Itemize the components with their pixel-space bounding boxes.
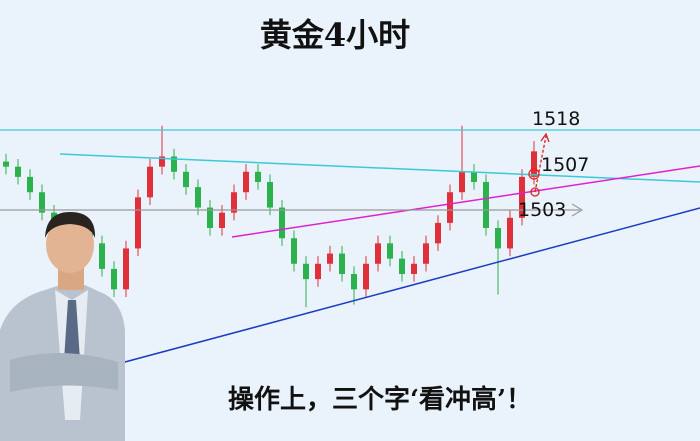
candle-body <box>363 263 369 290</box>
target-arrow <box>534 135 547 193</box>
candle-body <box>459 171 465 193</box>
candle-body <box>483 182 489 228</box>
candle-body <box>447 192 453 223</box>
level-label: 1518 <box>532 108 580 130</box>
arrow-head <box>540 132 550 143</box>
candle-body <box>219 212 225 228</box>
support-line <box>109 207 700 367</box>
level-label: 1507 <box>541 154 589 176</box>
candle-body <box>231 192 237 213</box>
candle-body <box>423 243 429 264</box>
candle-body <box>471 171 477 182</box>
candle-body <box>267 182 273 208</box>
candle-body <box>123 248 129 290</box>
marker <box>530 187 540 197</box>
candle-body <box>339 253 345 274</box>
candle-body <box>291 238 297 264</box>
trend-line <box>231 165 700 238</box>
trend-line <box>59 153 700 183</box>
candle-body <box>531 151 537 177</box>
candle-body <box>27 176 33 193</box>
candle-body <box>279 207 285 239</box>
candle-body <box>171 156 177 172</box>
candle-body <box>243 171 249 193</box>
arrow-head <box>571 203 584 217</box>
candle-body <box>39 192 45 213</box>
candle-body <box>303 263 309 280</box>
candle-body <box>507 217 513 249</box>
candle-body <box>111 268 117 290</box>
candle-body <box>375 243 381 264</box>
candle-body <box>411 263 417 274</box>
candle-body <box>195 187 201 208</box>
candle-body <box>435 222 441 244</box>
candle-body <box>315 263 321 280</box>
caption: 操作上，三个字‘看冲高’！ <box>228 384 532 415</box>
candle-body <box>399 258 405 274</box>
candle-body <box>99 243 105 269</box>
candle-body <box>15 166 21 177</box>
candle-body <box>495 228 501 249</box>
candle-body <box>147 166 153 198</box>
marker <box>528 168 540 180</box>
candle-body <box>183 171 189 188</box>
candle-body <box>327 253 333 264</box>
candle-body <box>387 243 393 259</box>
candle-body <box>3 161 9 167</box>
candle-body <box>255 171 261 182</box>
candle-body <box>351 274 357 290</box>
title: 黄金4小时 <box>260 16 410 54</box>
candle-body <box>135 197 141 249</box>
candle-body <box>519 176 525 218</box>
person <box>0 212 125 441</box>
level-label: 1503 <box>518 199 566 221</box>
candle-body <box>207 207 213 228</box>
candle-body <box>159 156 165 167</box>
